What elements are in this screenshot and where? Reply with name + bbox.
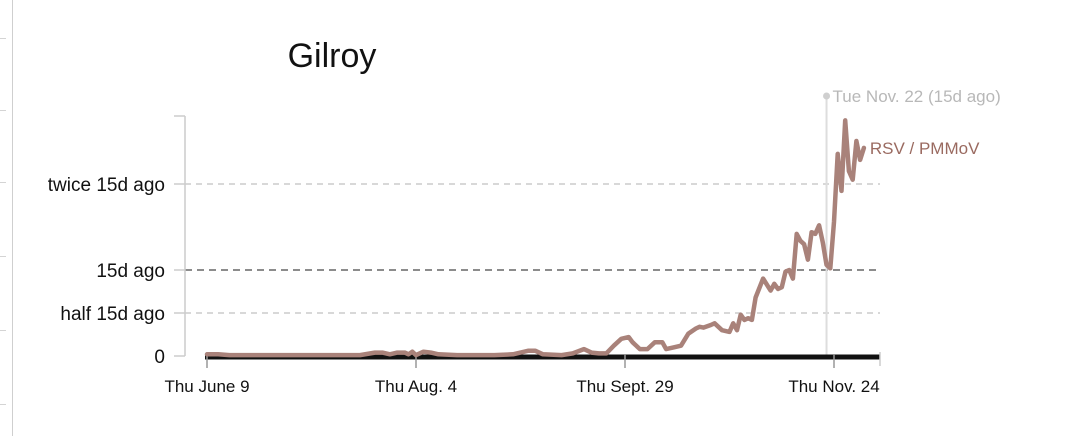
edge-tick [0,256,6,257]
edge-tick [0,330,6,331]
x-tick-label: Thu June 9 [164,377,249,396]
edge-tick [0,182,6,183]
x-tick-label: Thu Nov. 24 [788,377,879,396]
x-tick-label: Thu Sept. 29 [576,377,673,396]
series-label: RSV / PMMoV [870,139,980,158]
marker-label: Tue Nov. 22 (15d ago) [833,87,1001,106]
chart-title: Gilroy [288,37,377,75]
x-tick-label: Thu Aug. 4 [375,377,457,396]
y-tick-label: half 15d ago [60,304,165,325]
marker-dot [823,92,831,100]
y-tick-label: twice 15d ago [48,175,165,196]
y-tick-label: 0 [154,347,165,368]
y-tick-label: 15d ago [96,261,165,282]
date-marker: Tue Nov. 22 (15d ago) [823,87,1001,356]
axes [174,115,881,368]
gridlines [185,183,880,314]
edge-tick [0,38,6,39]
window-edge [0,0,13,436]
edge-tick [0,404,6,405]
series-line [204,118,867,358]
series-layer: RSV / PMMoV [204,118,980,358]
edge-tick [0,110,6,111]
axis-labels: 0 half 15d ago 15d ago twice 15d ago Thu Jun… [48,175,880,396]
